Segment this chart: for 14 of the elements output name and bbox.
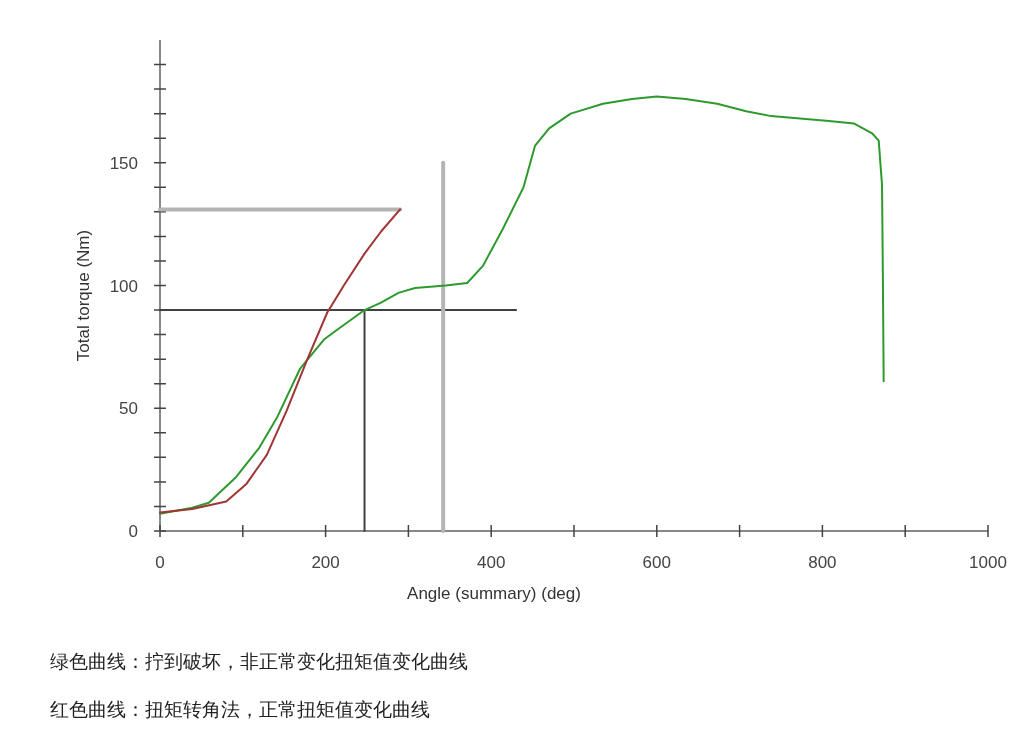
y-tick-label: 0 — [128, 522, 138, 541]
x-tick-label: 200 — [311, 553, 340, 572]
text: 红色曲线：扭矩转角法，正常扭矩值变化曲线 — [50, 699, 430, 720]
text: 绿色曲线：拧到破坏，非正常变化扭矩值变化曲线 — [50, 651, 468, 672]
x-tick-label: 1000 — [969, 553, 1007, 572]
y-tick-label: 100 — [109, 276, 138, 296]
y-tick-label: 150 — [109, 153, 138, 173]
y-tick-label: 50 — [119, 399, 138, 419]
x-tick-label: 0 — [155, 553, 165, 572]
y-axis-title: Total torque (Nm) — [74, 229, 93, 362]
x-tick-label: 400 — [477, 553, 506, 572]
x-axis-title: Angle (summary) (deg) — [407, 584, 581, 603]
x-tick-label: 600 — [642, 553, 671, 572]
x-tick-label: 800 — [808, 553, 837, 572]
